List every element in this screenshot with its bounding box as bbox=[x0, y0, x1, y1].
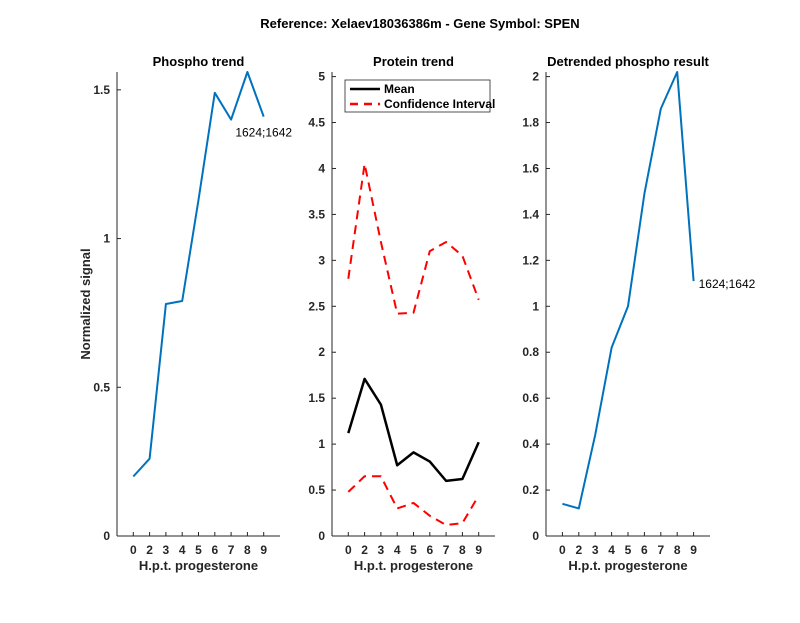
legend-label-mean: Mean bbox=[384, 82, 415, 96]
y-tick-label: 0.2 bbox=[522, 483, 539, 497]
y-tick-label: 4 bbox=[318, 161, 325, 175]
series-line-confidence-interval-lower- bbox=[347, 475, 480, 526]
x-tick-label: 4 bbox=[394, 543, 401, 557]
x-tick-label: 8 bbox=[674, 543, 681, 557]
figure-title: Reference: Xelaev18036386m - Gene Symbol… bbox=[260, 16, 579, 31]
y-tick-label: 0 bbox=[103, 529, 110, 543]
x-axis-label: H.p.t. progesterone bbox=[568, 558, 687, 573]
x-tick-label: 4 bbox=[608, 543, 615, 557]
x-tick-label: 7 bbox=[228, 543, 235, 557]
x-tick-label: 3 bbox=[592, 543, 599, 557]
x-tick-label: 0 bbox=[559, 543, 566, 557]
y-tick-label: 0.5 bbox=[308, 483, 325, 497]
x-tick-label: 3 bbox=[378, 543, 385, 557]
axes-detrended-phospho: 00.20.40.60.811.21.41.61.820 2 3 4 5 6 7 8 9Detr… bbox=[522, 54, 755, 573]
y-tick-label: 4.5 bbox=[308, 116, 325, 130]
x-tick-label: 2 bbox=[361, 543, 368, 557]
legend-box bbox=[344, 79, 491, 113]
y-tick-label: 2 bbox=[532, 70, 539, 84]
y-tick-label: 1.2 bbox=[522, 253, 539, 267]
x-tick-label: 7 bbox=[443, 543, 450, 557]
axes-title: Detrended phospho result bbox=[547, 54, 709, 69]
y-tick-label: 1 bbox=[318, 437, 325, 451]
y-tick-label: 1 bbox=[532, 299, 539, 313]
y-tick-label: 2 bbox=[318, 345, 325, 359]
x-tick-label: 7 bbox=[657, 543, 664, 557]
series-line-confidence-interval bbox=[347, 162, 480, 315]
y-tick-label: 0.6 bbox=[522, 391, 539, 405]
x-tick-label: 8 bbox=[459, 543, 466, 557]
y-tick-label: 2.5 bbox=[308, 299, 325, 313]
x-tick-label: 6 bbox=[641, 543, 648, 557]
y-tick-label: 1.4 bbox=[522, 207, 539, 221]
x-tick-label: 6 bbox=[426, 543, 433, 557]
y-tick-label: 0 bbox=[318, 529, 325, 543]
y-tick-label: 5 bbox=[318, 70, 325, 84]
y-tick-label: 1.5 bbox=[93, 83, 110, 97]
y-tick-label: 1.8 bbox=[522, 116, 539, 130]
x-tick-label: 0 bbox=[130, 543, 137, 557]
axes-title: Protein trend bbox=[373, 54, 454, 69]
x-tick-label: 4 bbox=[179, 543, 186, 557]
y-tick-label: 0 bbox=[532, 529, 539, 543]
x-tick-label: 9 bbox=[260, 543, 267, 557]
y-tick-label: 0.4 bbox=[522, 437, 539, 451]
x-tick-label: 2 bbox=[146, 543, 153, 557]
x-tick-label: 0 bbox=[345, 543, 352, 557]
y-tick-label: 1 bbox=[103, 232, 110, 246]
x-tick-label: 9 bbox=[690, 543, 697, 557]
x-tick-label: 3 bbox=[163, 543, 170, 557]
y-tick-label: 3 bbox=[318, 253, 325, 267]
y-tick-label: 0.8 bbox=[522, 345, 539, 359]
y-tick-label: 1.5 bbox=[308, 391, 325, 405]
series-line-1624-1642 bbox=[562, 71, 695, 510]
x-tick-label: 6 bbox=[211, 543, 218, 557]
series-annotation: 1624;1642 bbox=[699, 277, 756, 291]
x-tick-label: 5 bbox=[195, 543, 202, 557]
x-tick-label: 8 bbox=[244, 543, 251, 557]
y-tick-label: 3.5 bbox=[308, 207, 325, 221]
y-axis-label: Normalized signal bbox=[78, 248, 93, 359]
legend-label-ci: Confidence Interval bbox=[384, 97, 495, 111]
x-tick-label: 2 bbox=[575, 543, 582, 557]
series-line-1624-1642 bbox=[132, 71, 265, 478]
y-tick-label: 1.6 bbox=[522, 161, 539, 175]
series-annotation: 1624;1642 bbox=[235, 126, 292, 140]
x-axis-label: H.p.t. progesterone bbox=[139, 558, 258, 573]
x-tick-label: 9 bbox=[475, 543, 482, 557]
x-tick-label: 5 bbox=[625, 543, 632, 557]
axes-title: Phospho trend bbox=[153, 54, 245, 69]
x-axis-label: H.p.t. progesterone bbox=[354, 558, 473, 573]
x-tick-label: 5 bbox=[410, 543, 417, 557]
y-tick-label: 0.5 bbox=[93, 380, 110, 394]
series-line-mean bbox=[347, 377, 480, 483]
